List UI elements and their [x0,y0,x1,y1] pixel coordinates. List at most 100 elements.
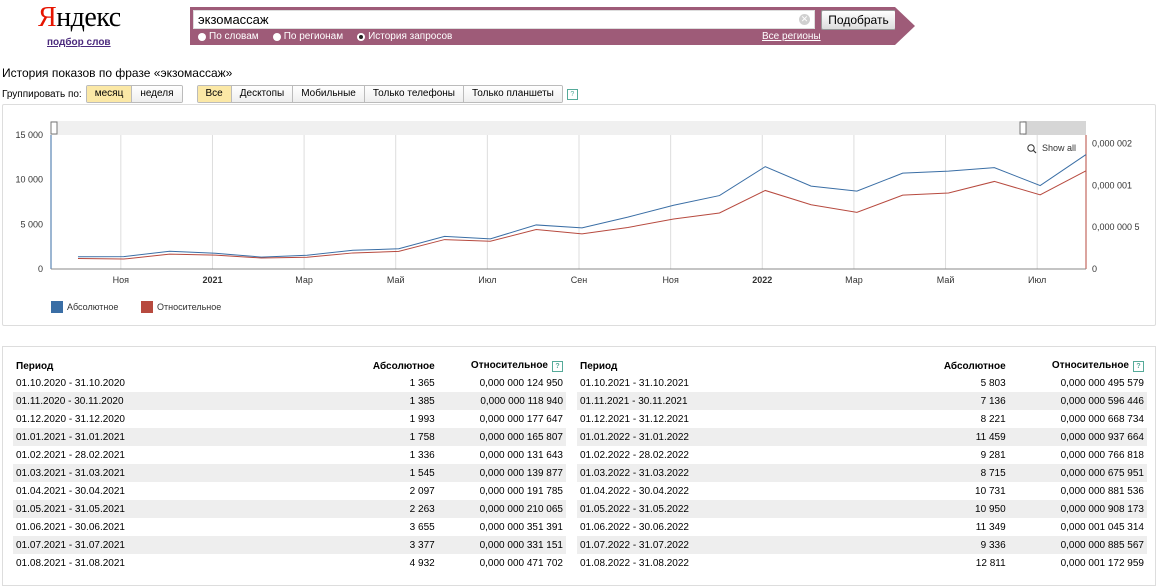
y-right-tick-label: 0,000 000 5 [1092,222,1140,232]
search-input[interactable]: экзомассаж ✕ [193,10,815,29]
cell-relative: 0,000 000 351 391 [438,518,566,536]
cell-relative: 0,000 001 172 959 [1009,554,1147,572]
month-button[interactable]: месяц [87,86,133,102]
phones-button[interactable]: Только телефоны [365,86,464,102]
cell-absolute: 5 803 [913,374,1009,392]
cell-relative: 0,000 000 908 173 [1009,500,1147,518]
stats-table-right: Период Абсолютное Относительное? 01.10.2… [577,358,1147,572]
cell-absolute: 1 385 [349,392,438,410]
radio-regions[interactable]: По регионам [273,31,343,42]
cell-relative: 0,000 000 165 807 [438,428,566,446]
cell-relative: 0,000 000 596 446 [1009,392,1147,410]
legend-swatch [141,301,153,313]
show-all-label: Show all [1042,143,1076,153]
cell-period: 01.04.2021 - 30.04.2021 [13,482,349,500]
logo-letter: Я [38,2,56,33]
help-icon[interactable]: ? [567,89,578,100]
clear-icon[interactable]: ✕ [799,14,810,25]
navigator-outside [1023,121,1086,135]
y-left-tick-label: 15 000 [15,130,43,140]
cell-absolute: 3 377 [349,536,438,554]
cell-period: 01.05.2021 - 31.05.2021 [13,500,349,518]
cell-period: 01.11.2020 - 30.11.2020 [13,392,349,410]
cell-relative: 0,000 000 881 536 [1009,482,1147,500]
cell-relative: 0,000 000 495 579 [1009,374,1147,392]
cell-absolute: 1 365 [349,374,438,392]
col-period: Период [577,358,913,374]
submit-button[interactable]: Подобрать [821,10,896,30]
cell-period: 01.03.2021 - 31.03.2021 [13,464,349,482]
cell-relative: 0,000 000 139 877 [438,464,566,482]
all-regions-link[interactable]: Все регионы [762,31,821,42]
group-label: Группировать по: [2,89,82,100]
cell-absolute: 1 758 [349,428,438,446]
yandex-logo[interactable]: Яндекс [38,2,121,34]
col-absolute: Абсолютное [913,358,1009,374]
cell-absolute: 4 932 [349,554,438,572]
col-absolute: Абсолютное [349,358,438,374]
logo-text: ндекс [56,2,121,33]
col-relative-label: Относительное [471,360,548,371]
cell-absolute: 12 811 [913,554,1009,572]
cell-relative: 0,000 000 131 643 [438,446,566,464]
stats-table-panel: Период Абсолютное Относительное? 01.10.2… [2,346,1156,586]
x-tick-label: Ноя [662,275,679,285]
cell-period: 01.02.2022 - 28.02.2022 [577,446,913,464]
desktops-button[interactable]: Десктопы [232,86,293,102]
help-icon[interactable]: ? [1133,361,1144,372]
all-devices-button[interactable]: Все [198,86,232,102]
radio-label: По словам [209,31,259,42]
mobile-button[interactable]: Мобильные [293,86,365,102]
wordstat-link[interactable]: подбор слов [47,37,111,48]
search-bar: экзомассаж ✕ Подобрать По словам По реги… [190,7,895,45]
radio-words[interactable]: По словам [198,31,259,42]
x-tick-label: 2022 [752,275,772,285]
week-button[interactable]: неделя [132,86,181,102]
cell-period: 01.04.2022 - 30.04.2022 [577,482,913,500]
cell-period: 01.08.2022 - 31.08.2022 [577,554,913,572]
cell-relative: 0,000 000 118 940 [438,392,566,410]
cell-relative: 0,000 000 124 950 [438,374,566,392]
cell-relative: 0,000 000 210 065 [438,500,566,518]
help-icon[interactable]: ? [552,361,563,372]
stats-table-left: Период Абсолютное Относительное? 01.10.2… [13,358,566,572]
y-right-tick-label: 0,000 002 [1092,138,1132,148]
radio-dot-icon [198,33,206,41]
col-relative-label: Относительное [1052,360,1129,371]
radio-history[interactable]: История запросов [357,31,452,42]
cell-period: 01.12.2020 - 31.12.2020 [13,410,349,428]
period-toggle: месяц неделя [86,85,183,103]
cell-absolute: 8 715 [913,464,1009,482]
cell-relative: 0,000 000 668 734 [1009,410,1147,428]
navigator-handle-icon [1020,122,1026,134]
cell-period: 01.07.2022 - 31.07.2022 [577,536,913,554]
cell-absolute: 1 993 [349,410,438,428]
x-tick-label: Июл [1028,275,1046,285]
cell-relative: 0,000 000 675 951 [1009,464,1147,482]
y-left-tick-label: 10 000 [15,175,43,185]
cell-period: 01.03.2022 - 31.03.2022 [577,464,913,482]
x-tick-label: Мар [845,275,863,285]
cell-absolute: 1 336 [349,446,438,464]
cell-absolute: 8 221 [913,410,1009,428]
cell-absolute: 10 731 [913,482,1009,500]
radio-label: История запросов [368,31,452,42]
tablets-button[interactable]: Только планшеты [464,86,562,102]
